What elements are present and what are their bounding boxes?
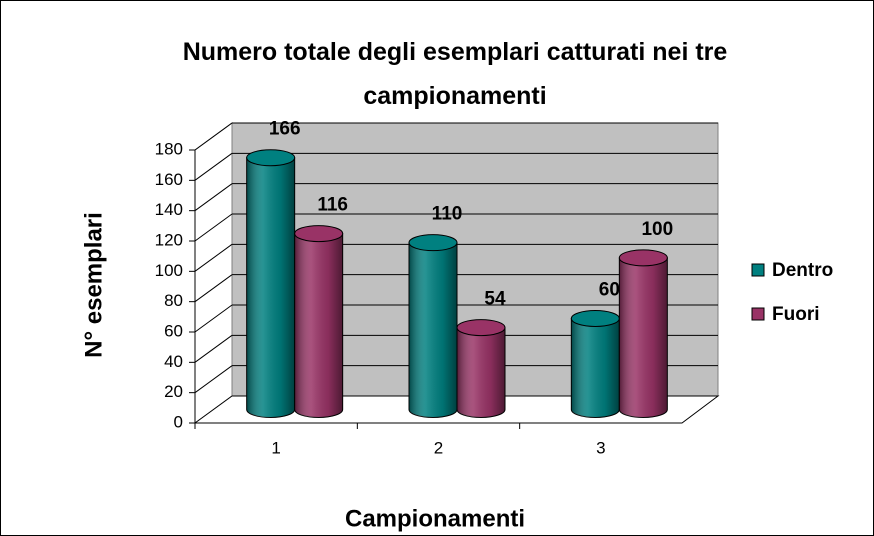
grid-line bbox=[194, 304, 233, 333]
grid-line bbox=[194, 274, 233, 303]
grid-line bbox=[194, 152, 233, 181]
chart-title: Numero totale degli esemplari catturati … bbox=[182, 38, 728, 110]
legend-swatch bbox=[751, 307, 765, 321]
y-axis-label: N° esemplari bbox=[80, 212, 107, 358]
y-tick-label: 160 bbox=[155, 170, 183, 189]
y-tick-label: 20 bbox=[164, 382, 183, 401]
y-tick-label: 180 bbox=[155, 139, 183, 158]
x-axis-label: Campionamenti bbox=[345, 505, 525, 532]
grid-line bbox=[194, 213, 233, 242]
y-tick-label: 0 bbox=[174, 412, 183, 431]
y-tick-label: 100 bbox=[155, 261, 183, 280]
bar-shade bbox=[619, 257, 668, 418]
y-tick-label: 40 bbox=[164, 352, 183, 371]
bar-top bbox=[618, 249, 668, 267]
value-label: 60 bbox=[599, 280, 620, 301]
grid-line bbox=[194, 334, 233, 363]
legend-label: Dentro bbox=[772, 260, 833, 281]
legend-label: Fuori bbox=[772, 304, 820, 325]
value-label: 100 bbox=[641, 219, 673, 240]
legend-box bbox=[722, 242, 862, 342]
x-tick-label: 2 bbox=[434, 438, 443, 457]
bar-top bbox=[246, 149, 296, 167]
bar-shade bbox=[571, 318, 620, 418]
grid-line bbox=[194, 243, 233, 272]
y-tick-label: 60 bbox=[164, 321, 183, 340]
value-label: 110 bbox=[432, 204, 463, 225]
bar-top bbox=[570, 310, 620, 327]
bar-top bbox=[456, 319, 506, 337]
bar-shade bbox=[409, 242, 457, 418]
y-tick-label: 140 bbox=[155, 200, 183, 219]
grid-line bbox=[194, 122, 233, 151]
bar-shade bbox=[457, 327, 505, 418]
value-label: 54 bbox=[484, 289, 506, 310]
legend-swatch bbox=[751, 263, 765, 277]
y-tick-label: 120 bbox=[155, 230, 183, 249]
side-wall bbox=[194, 122, 233, 424]
value-label: 166 bbox=[269, 119, 301, 140]
value-label: 116 bbox=[317, 195, 348, 216]
grid-line bbox=[194, 183, 233, 212]
bar-shade bbox=[294, 233, 343, 418]
grid-line bbox=[194, 365, 233, 394]
bar-top bbox=[408, 234, 458, 252]
y-tick-label: 80 bbox=[164, 291, 183, 310]
x-tick-label: 3 bbox=[596, 438, 605, 457]
bar-top bbox=[294, 225, 344, 243]
x-tick-label: 1 bbox=[271, 438, 280, 457]
bar-shade bbox=[246, 157, 295, 418]
